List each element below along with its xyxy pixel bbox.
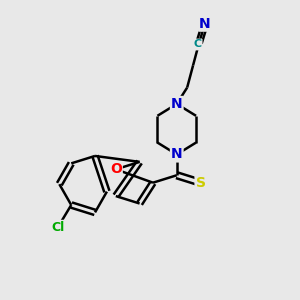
Text: N: N bbox=[171, 148, 183, 161]
Text: C: C bbox=[194, 40, 202, 50]
Text: Cl: Cl bbox=[51, 221, 64, 234]
Text: S: S bbox=[196, 176, 206, 190]
Text: N: N bbox=[171, 97, 183, 111]
Text: O: O bbox=[110, 162, 122, 176]
Text: N: N bbox=[199, 17, 211, 31]
